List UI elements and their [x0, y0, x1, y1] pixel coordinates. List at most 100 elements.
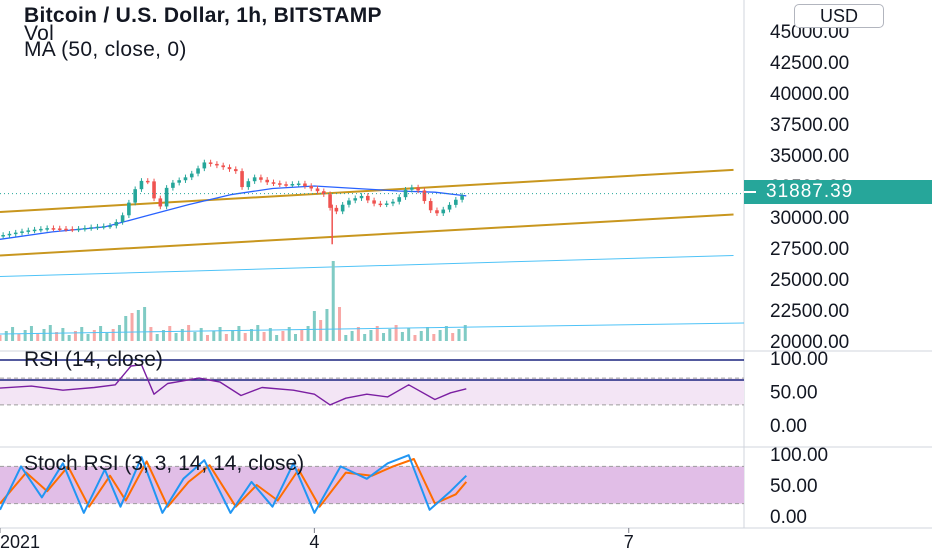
volume-bar: [407, 328, 411, 341]
volume-bar: [117, 325, 121, 341]
candle-body: [252, 177, 257, 182]
volume-bar: [369, 330, 373, 341]
volume-bar: [287, 327, 291, 341]
volume-bar: [55, 332, 59, 341]
candle-body: [441, 209, 446, 214]
rsi-line: [0, 364, 467, 406]
volume-bar: [312, 311, 316, 341]
volume-bar: [124, 316, 128, 341]
price-tick-label: 27500.00: [770, 239, 849, 260]
candle-body: [64, 228, 68, 231]
candle-body: [460, 195, 464, 200]
candle-body: [89, 227, 93, 229]
volume-bar: [168, 326, 172, 341]
candle-body: [246, 181, 251, 188]
candle-body: [127, 202, 131, 216]
volume-bar: [413, 335, 417, 341]
candle-body: [189, 173, 194, 178]
candle-body: [277, 183, 282, 185]
volume-bar: [281, 331, 285, 341]
candle-body: [240, 171, 244, 188]
volume-bar: [0, 335, 2, 341]
volume-bar: [419, 331, 423, 341]
ma-indicator-label[interactable]: MA (50, close, 0): [24, 38, 187, 61]
volume-bar: [205, 335, 209, 341]
volume-bar: [243, 333, 247, 341]
channel-line-lower: [0, 213, 734, 257]
candle-body: [20, 231, 24, 233]
volume-bar: [67, 335, 71, 341]
candle-body: [422, 190, 427, 202]
time-tick-label: 7: [624, 532, 634, 550]
candle-body: [108, 225, 112, 228]
candle-body: [120, 215, 125, 222]
volume-bar: [136, 310, 140, 341]
volume-bar: [61, 328, 65, 341]
candle-body: [303, 183, 307, 186]
volume-bar: [23, 330, 27, 341]
volume-bar: [432, 334, 436, 341]
volume-indicator-label[interactable]: Vol: [24, 22, 55, 45]
current-price-badge: 31887.39: [744, 180, 932, 204]
candle-body: [233, 169, 238, 172]
volume-bar: [363, 334, 367, 341]
volume-bar: [99, 326, 103, 341]
price-tick-label: 30000.00: [770, 208, 849, 229]
candle-body: [359, 195, 364, 199]
candle-body: [32, 229, 37, 232]
currency-button[interactable]: USD: [794, 4, 884, 28]
volume-bar: [338, 307, 342, 341]
candle-body: [45, 228, 49, 230]
candle-body: [416, 187, 420, 191]
volume-bar: [218, 327, 222, 341]
volume-bar: [457, 329, 461, 341]
price-tick-label: 42500.00: [770, 53, 849, 74]
volume-bar: [143, 307, 147, 341]
volume-bar: [394, 325, 398, 341]
volume-ma-line: [0, 322, 745, 335]
rsi-tick-label: 50.00: [770, 383, 818, 404]
candle-body: [1, 235, 5, 237]
candle-body: [328, 194, 332, 208]
volume-bar: [92, 330, 96, 341]
candle-body: [271, 182, 276, 184]
candle-body: [454, 199, 458, 205]
candle-body: [51, 228, 56, 230]
candle-body: [284, 184, 288, 186]
candle-body: [309, 186, 314, 189]
volume-bar: [73, 331, 77, 341]
candle-body: [39, 228, 43, 231]
candle-body: [171, 182, 175, 188]
volume-bar: [111, 329, 115, 341]
candle-body: [208, 162, 213, 164]
volume-bar: [400, 332, 404, 341]
channel-line-upper: [0, 168, 734, 214]
stoch-k-line: [0, 454, 468, 514]
volume-bar: [180, 329, 184, 341]
candle-body: [57, 228, 62, 230]
candle-body: [183, 177, 188, 181]
stoch-tick-label: 50.00: [770, 476, 818, 497]
candle-body: [158, 198, 163, 207]
candle-body: [221, 165, 225, 168]
candle-body: [139, 180, 144, 190]
volume-bar: [438, 330, 442, 341]
candle-body: [101, 226, 106, 228]
volume-bar: [80, 327, 84, 341]
price-tick-label: 22500.00: [770, 301, 849, 322]
volume-bar: [275, 335, 279, 341]
candle-body: [152, 181, 156, 199]
price-tick-label: 25000.00: [770, 270, 849, 291]
volume-bar: [319, 320, 323, 341]
candle-body: [13, 232, 18, 235]
candle-body: [435, 210, 439, 214]
candle-body: [391, 201, 395, 204]
trend-line-light: [0, 254, 734, 278]
volume-bar: [187, 325, 191, 341]
volume-bar: [356, 327, 360, 341]
candle-body: [83, 228, 87, 230]
volume-bar: [388, 329, 392, 341]
candle-body: [265, 179, 270, 183]
candle-body: [114, 221, 119, 226]
